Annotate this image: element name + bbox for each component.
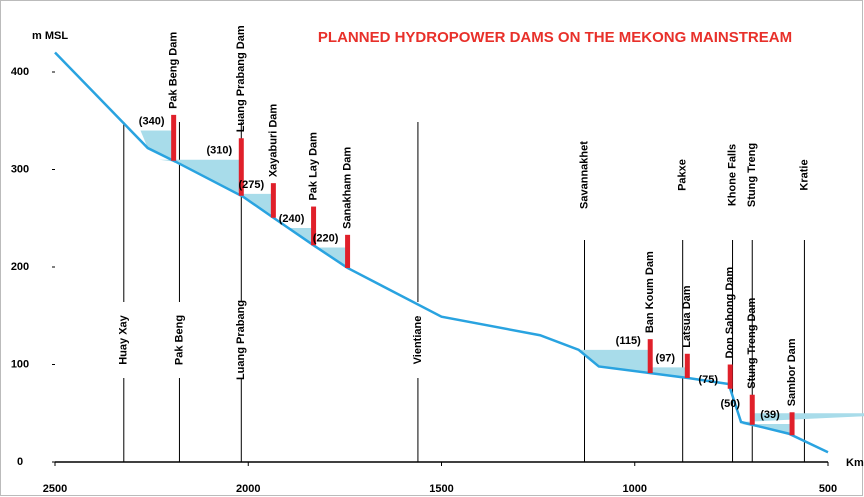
level-label: (39) [760, 409, 780, 421]
river-line [54, 51, 829, 454]
x-tick-label: 1500 [429, 483, 453, 495]
dam-label: Xayaburi Dam [267, 104, 279, 178]
label-bg [116, 302, 131, 378]
y-axis-label: m MSL [32, 30, 68, 42]
chart-title: PLANNED HYDROPOWER DAMS ON THE MEKONG MA… [318, 29, 792, 46]
place-label: Pak Beng [173, 315, 185, 365]
place-label: Huay Xay [118, 314, 130, 364]
dam-label: Luang Prabang Dam [235, 25, 247, 132]
reservoir [159, 159, 242, 196]
place-label: Pakxe [677, 159, 689, 191]
place-label: Vientiane [412, 316, 424, 365]
label-bg [172, 302, 187, 378]
label-bg [797, 137, 812, 213]
dam-label: Don Sahong Dam [724, 267, 736, 359]
level-label: (275) [239, 179, 265, 191]
label-bg [745, 137, 760, 213]
dam-label: Sanakham Dam [341, 147, 353, 229]
level-label: (75) [698, 374, 718, 386]
x-tick-label: 500 [819, 483, 837, 495]
y-tick-label: 300 [11, 163, 29, 175]
place-label: Luang Prabang [235, 300, 247, 380]
label-bg [234, 302, 249, 378]
label-bg [675, 137, 690, 213]
level-label: (97) [656, 352, 676, 364]
reservoir [741, 413, 864, 425]
x-tick-label: 2000 [236, 483, 260, 495]
place-label: Savannakhet [578, 141, 590, 209]
level-label: (310) [206, 145, 232, 157]
x-tick-label: 2500 [43, 483, 67, 495]
level-label: (340) [139, 115, 165, 127]
dam-label: Pak Lay Dam [307, 132, 319, 201]
reservoir [578, 349, 651, 374]
reservoir [140, 130, 174, 161]
label-bg [577, 137, 592, 213]
y-tick-label: 400 [11, 66, 29, 78]
dam-label: Sambor Dam [786, 338, 798, 406]
place-label: Kratie [798, 159, 810, 190]
dam-label: Stung Treng Dam [746, 297, 758, 388]
label-bg [410, 302, 425, 378]
level-label: (50) [720, 398, 740, 410]
reservoir [741, 423, 793, 436]
place-label: Stung Treng [746, 143, 758, 207]
place-label: Khone Falls [726, 144, 738, 206]
level-label: (115) [616, 335, 641, 347]
dam-label: Pak Beng Dam [168, 32, 180, 109]
level-label: (240) [279, 213, 305, 225]
level-label: (220) [313, 232, 339, 244]
y-tick-label: 100 [11, 358, 29, 370]
y-tick-label: 0 [17, 456, 23, 468]
dam-label: Latsua Dam [681, 285, 693, 348]
dam-label: Ban Koum Dam [644, 251, 656, 333]
x-axis-label: Km [846, 457, 864, 469]
label-bg [725, 137, 740, 213]
x-tick-label: 1000 [623, 483, 647, 495]
y-tick-label: 200 [11, 261, 29, 273]
